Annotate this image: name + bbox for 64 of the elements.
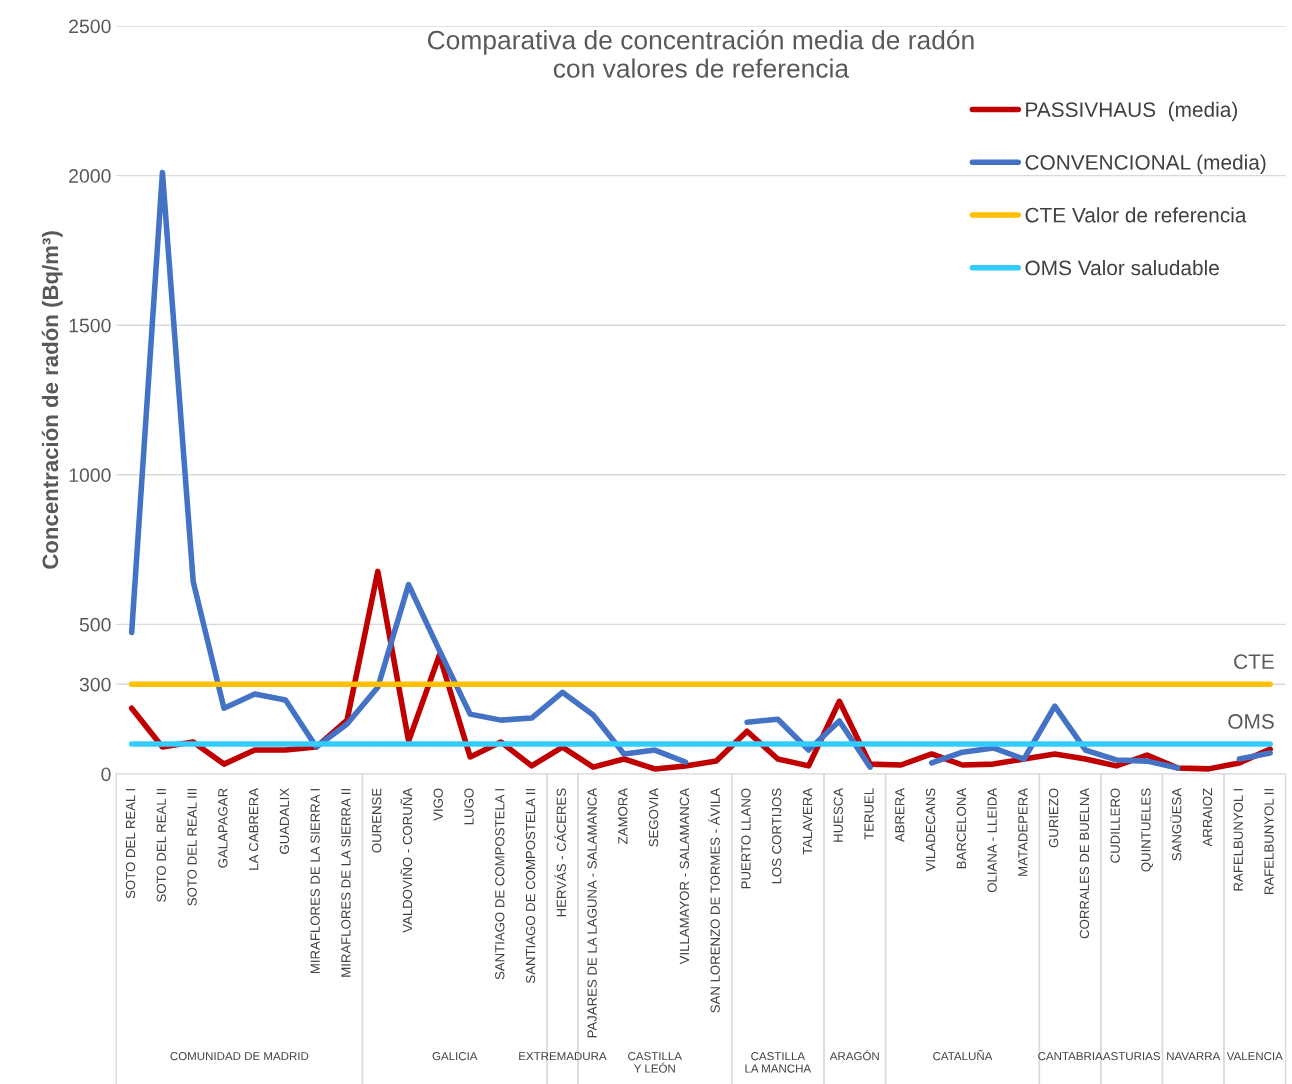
legend-label: CTE Valor de referencia bbox=[1025, 207, 1247, 223]
x-tick-label: VILLAMAYOR - SALAMANCA bbox=[679, 787, 690, 965]
text: CASTILLA LA MANCHA bbox=[745, 1052, 812, 1073]
x-tick-label: SANGÜESA bbox=[1170, 787, 1182, 861]
x-tick-label: MATADEPERA bbox=[1018, 787, 1028, 876]
text: Comparativa de concentración media de radón con valores de referencia bbox=[427, 29, 974, 78]
x-tick-label: PUERTO LLANO bbox=[741, 788, 751, 889]
text: COMUNIDAD DE MADRID bbox=[170, 1052, 309, 1061]
y-tick-label: 2500 bbox=[69, 19, 111, 34]
x-tick-label: LOS CORTIJOS bbox=[772, 788, 782, 884]
x-tick-label: GURIEZO bbox=[1048, 788, 1059, 848]
x-tick-label: GUADALIX bbox=[279, 788, 290, 854]
x-tick-label: LUGO bbox=[464, 788, 474, 825]
y-tick-label: 2000 bbox=[69, 169, 111, 183]
x-tick-label: MIRAFLORES DE LA SIERRA II bbox=[341, 789, 351, 977]
x-tick-label: CUDILLERO bbox=[1110, 788, 1120, 863]
legend-label: CONVENCIONAL (media) bbox=[1025, 154, 1266, 174]
x-tick-label: ARRAIOZ bbox=[1202, 788, 1213, 847]
x-tick-label: SAN LORENZO DE TORMES - ÁVILA bbox=[708, 787, 720, 1013]
x-tick-label: SOTO DEL REAL I bbox=[125, 789, 136, 899]
y-tick-label: 1000 bbox=[69, 468, 111, 483]
x-tick-label: SOTO DEL REAL III bbox=[187, 789, 197, 906]
legend-label: OMS Valor saludable bbox=[1025, 259, 1219, 276]
x-tick-label: HUESCA bbox=[833, 787, 843, 842]
annotation: OMS bbox=[1228, 714, 1274, 729]
x-tick-label: TALAVERA bbox=[802, 787, 813, 855]
y-tick-label: 1500 bbox=[69, 318, 111, 333]
x-tick-label: VILADECANS bbox=[925, 788, 936, 872]
x-tick-label: RAFELBUNYOL I bbox=[1233, 789, 1243, 891]
x-tick-label: LA CABRERA bbox=[248, 787, 259, 870]
legend-label: PASSIVHAUS (media) bbox=[1026, 101, 1237, 122]
x-tick-label: GALAPAGAR bbox=[218, 788, 228, 868]
x-tick-label: CORRALES DE BUELNA bbox=[1079, 787, 1090, 939]
x-tick-label: MIRAFLORES DE LA SIERRA I bbox=[310, 789, 320, 974]
x-tick-label: OURENSE bbox=[372, 788, 382, 853]
x-tick-label: RAFELBUNYOL II bbox=[1264, 789, 1274, 895]
text: NAVARRA bbox=[1167, 1052, 1221, 1061]
x-tick-label: SOTO DEL REAL II bbox=[156, 789, 166, 902]
x-tick-label: HERVÁS - CÁCERES bbox=[554, 788, 566, 917]
x-tick-label: ZAMORA bbox=[618, 787, 628, 844]
annotation: CTE bbox=[1234, 654, 1274, 669]
x-tick-label: PAJARES DE LA LAGUNA - SALAMANCA bbox=[587, 787, 597, 1038]
x-tick-label: ABRERA bbox=[895, 787, 905, 843]
x-tick-label: VALDOVIÑO - CORUÑA bbox=[400, 787, 413, 933]
x-tick-label: SANTIAGO DE COMPOSTELA II bbox=[525, 789, 536, 984]
x-tick-label: QUINTUELES bbox=[1141, 788, 1153, 872]
text: ASTURIAS bbox=[1102, 1052, 1160, 1061]
y-tick-label: 300 bbox=[79, 677, 111, 692]
text: GALICIA bbox=[432, 1052, 478, 1061]
x-tick-label: BARCELONA bbox=[956, 787, 966, 869]
x-tick-label: VIGO bbox=[433, 788, 443, 821]
y-tick-label: 500 bbox=[79, 617, 111, 632]
text: EXTREMADURA bbox=[519, 1052, 607, 1061]
text: CATALUÑA bbox=[933, 1049, 993, 1061]
y-tick-label: 0 bbox=[101, 767, 111, 782]
x-tick-label: SANTIAGO DE COMPOSTELA I bbox=[495, 789, 505, 980]
x-tick-label: TERUEL bbox=[864, 788, 874, 840]
x-tick-label: OLIANA - LLEIDA bbox=[987, 787, 997, 893]
text: VALENCIA bbox=[1226, 1052, 1283, 1061]
text: ARAGÓN bbox=[829, 1050, 879, 1061]
text: CASTILLA Y LEÓN bbox=[628, 1052, 682, 1073]
text: CANTABRIA bbox=[1038, 1052, 1103, 1061]
y-axis-title: Concentración de radón (Bq/m³) bbox=[41, 231, 63, 569]
x-tick-label: SEGOVIA bbox=[648, 787, 659, 847]
